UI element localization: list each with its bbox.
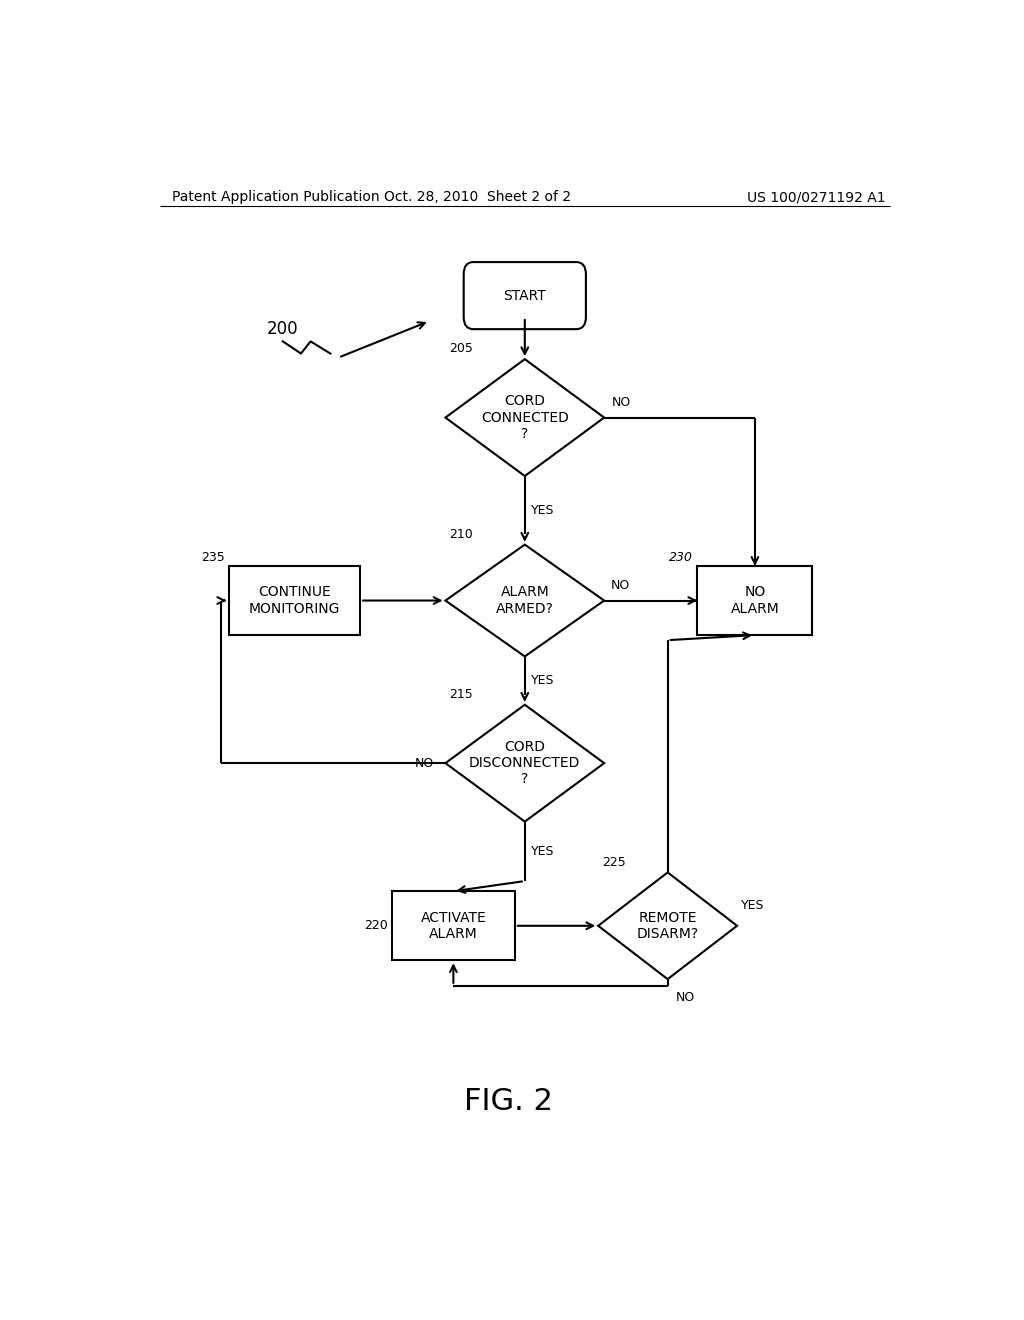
Text: CONTINUE
MONITORING: CONTINUE MONITORING [249,586,340,615]
Text: ALARM
ARMED?: ALARM ARMED? [496,586,554,615]
Text: 205: 205 [450,342,473,355]
Text: YES: YES [741,899,765,912]
Text: Oct. 28, 2010  Sheet 2 of 2: Oct. 28, 2010 Sheet 2 of 2 [384,190,570,205]
FancyBboxPatch shape [464,263,586,329]
Polygon shape [445,545,604,656]
Text: NO: NO [676,991,695,1005]
Text: NO: NO [415,756,433,770]
Polygon shape [445,359,604,477]
Text: CORD
DISCONNECTED
?: CORD DISCONNECTED ? [469,741,581,787]
Text: NO: NO [610,578,630,591]
Bar [392,891,515,961]
Bar [697,566,812,635]
Text: NO
ALARM: NO ALARM [730,586,779,615]
Text: CORD
CONNECTED
?: CORD CONNECTED ? [481,395,568,441]
Bar [229,566,360,635]
Text: 230: 230 [670,552,693,565]
Polygon shape [445,705,604,821]
Polygon shape [598,873,737,979]
Text: YES: YES [531,845,555,858]
Text: NO: NO [612,396,632,409]
Text: FIG. 2: FIG. 2 [465,1088,553,1117]
Text: ACTIVATE
ALARM: ACTIVATE ALARM [421,911,486,941]
Text: 220: 220 [365,919,388,932]
Text: 235: 235 [202,552,225,565]
Text: 200: 200 [267,321,299,338]
Text: YES: YES [531,675,555,688]
Text: 210: 210 [450,528,473,541]
Text: START: START [504,289,546,302]
Text: YES: YES [531,504,555,517]
Text: REMOTE
DISARM?: REMOTE DISARM? [637,911,698,941]
Text: 215: 215 [450,688,473,701]
Text: 225: 225 [602,855,626,869]
Text: US 100/0271192 A1: US 100/0271192 A1 [748,190,886,205]
Text: Patent Application Publication: Patent Application Publication [172,190,379,205]
